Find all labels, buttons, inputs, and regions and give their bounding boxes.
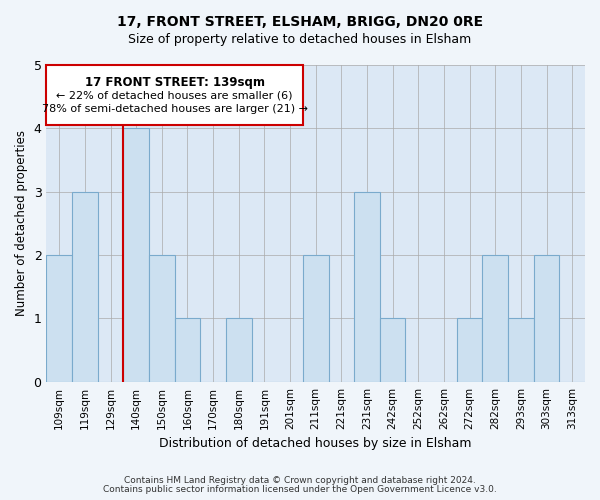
Bar [354,192,380,382]
Bar [149,255,175,382]
Bar [124,128,149,382]
Y-axis label: Number of detached properties: Number of detached properties [15,130,28,316]
Text: ← 22% of detached houses are smaller (6): ← 22% of detached houses are smaller (6) [56,90,293,101]
Bar [482,255,508,382]
Bar [72,192,98,382]
Text: Contains HM Land Registry data © Crown copyright and database right 2024.: Contains HM Land Registry data © Crown c… [124,476,476,485]
Text: 17 FRONT STREET: 139sqm: 17 FRONT STREET: 139sqm [85,76,265,90]
Text: Contains public sector information licensed under the Open Government Licence v3: Contains public sector information licen… [103,485,497,494]
Bar [508,318,534,382]
Bar [175,318,200,382]
Bar [226,318,251,382]
Bar [380,318,406,382]
Text: 17, FRONT STREET, ELSHAM, BRIGG, DN20 0RE: 17, FRONT STREET, ELSHAM, BRIGG, DN20 0R… [117,15,483,29]
X-axis label: Distribution of detached houses by size in Elsham: Distribution of detached houses by size … [160,437,472,450]
Bar [457,318,482,382]
Bar [46,65,303,125]
Bar [534,255,559,382]
Bar [46,255,72,382]
Text: 78% of semi-detached houses are larger (21) →: 78% of semi-detached houses are larger (… [41,104,308,115]
Bar [303,255,329,382]
Text: Size of property relative to detached houses in Elsham: Size of property relative to detached ho… [128,32,472,46]
